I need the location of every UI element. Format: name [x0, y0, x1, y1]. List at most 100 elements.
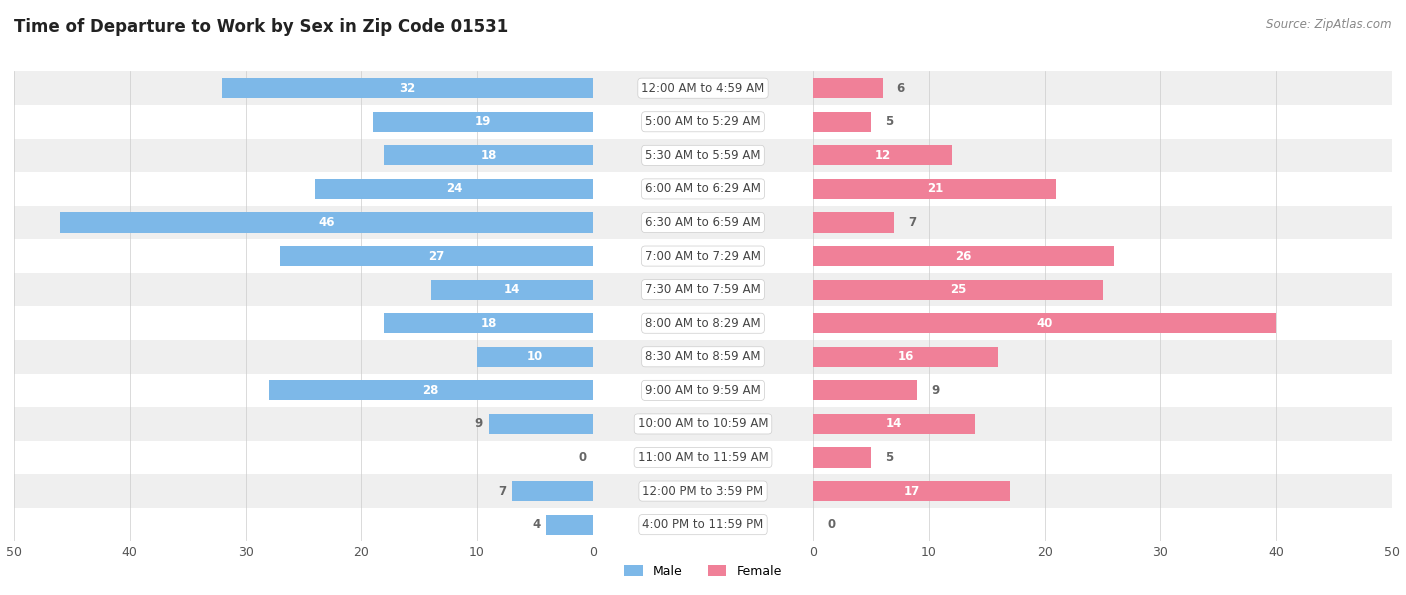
Text: 5: 5 [884, 451, 893, 464]
Text: 5:30 AM to 5:59 AM: 5:30 AM to 5:59 AM [645, 149, 761, 162]
Text: 12:00 AM to 4:59 AM: 12:00 AM to 4:59 AM [641, 82, 765, 95]
Bar [593, 407, 813, 441]
Bar [813, 246, 1114, 266]
Bar [813, 273, 1392, 306]
Text: 7: 7 [498, 484, 506, 497]
Text: 11:00 AM to 11:59 AM: 11:00 AM to 11:59 AM [638, 451, 768, 464]
Bar [813, 414, 976, 434]
Text: 24: 24 [446, 183, 463, 195]
Bar [813, 105, 1392, 139]
Bar [384, 313, 593, 333]
Text: 16: 16 [897, 350, 914, 364]
Bar [813, 374, 1392, 407]
Bar [593, 306, 813, 340]
Bar [593, 71, 813, 105]
Text: 9: 9 [931, 384, 939, 397]
Bar [813, 280, 1102, 300]
Bar [813, 139, 1392, 172]
Text: 18: 18 [481, 149, 496, 162]
Bar [14, 239, 593, 273]
Bar [813, 112, 872, 132]
Text: Time of Departure to Work by Sex in Zip Code 01531: Time of Departure to Work by Sex in Zip … [14, 18, 509, 36]
Text: 18: 18 [481, 317, 496, 330]
Bar [593, 441, 813, 474]
Text: 21: 21 [927, 183, 943, 195]
Bar [813, 179, 1056, 199]
Bar [813, 481, 1010, 501]
Bar [813, 239, 1392, 273]
Text: 32: 32 [399, 82, 416, 95]
Bar [14, 172, 593, 206]
Bar [813, 212, 894, 233]
Bar [512, 481, 593, 501]
Bar [14, 340, 593, 374]
Bar [14, 374, 593, 407]
Bar [813, 172, 1392, 206]
Bar [14, 508, 593, 541]
Bar [593, 273, 813, 306]
Text: 46: 46 [318, 216, 335, 229]
Text: 7: 7 [908, 216, 917, 229]
Text: 14: 14 [503, 283, 520, 296]
Bar [593, 206, 813, 239]
Bar [14, 474, 593, 508]
Bar [14, 105, 593, 139]
Text: 14: 14 [886, 418, 903, 430]
Bar [813, 474, 1392, 508]
Bar [373, 112, 593, 132]
Bar [813, 206, 1392, 239]
Text: 17: 17 [904, 484, 920, 497]
Text: 40: 40 [1036, 317, 1053, 330]
Text: 6: 6 [897, 82, 905, 95]
Bar [489, 414, 593, 434]
Bar [593, 105, 813, 139]
Bar [430, 280, 593, 300]
Text: 0: 0 [579, 451, 588, 464]
Bar [593, 172, 813, 206]
Bar [14, 306, 593, 340]
Bar [813, 71, 1392, 105]
Bar [813, 78, 883, 98]
Bar [14, 273, 593, 306]
Bar [14, 71, 593, 105]
Bar [593, 139, 813, 172]
Text: 4:00 PM to 11:59 PM: 4:00 PM to 11:59 PM [643, 518, 763, 531]
Bar [813, 347, 998, 367]
Bar [593, 239, 813, 273]
Bar [60, 212, 593, 233]
Text: 19: 19 [475, 115, 491, 129]
Text: 27: 27 [429, 249, 444, 262]
Text: 7:00 AM to 7:29 AM: 7:00 AM to 7:29 AM [645, 249, 761, 262]
Bar [813, 380, 917, 400]
Bar [593, 474, 813, 508]
Text: 10: 10 [527, 350, 543, 364]
Text: 7:30 AM to 7:59 AM: 7:30 AM to 7:59 AM [645, 283, 761, 296]
Bar [813, 340, 1392, 374]
Text: 0: 0 [827, 518, 835, 531]
Text: 25: 25 [949, 283, 966, 296]
Bar [14, 206, 593, 239]
Bar [14, 407, 593, 441]
Bar [222, 78, 593, 98]
Bar [813, 306, 1392, 340]
Text: 8:00 AM to 8:29 AM: 8:00 AM to 8:29 AM [645, 317, 761, 330]
Text: 8:30 AM to 8:59 AM: 8:30 AM to 8:59 AM [645, 350, 761, 364]
Bar [547, 515, 593, 535]
Text: 4: 4 [533, 518, 541, 531]
Text: 12: 12 [875, 149, 891, 162]
Bar [269, 380, 593, 400]
Bar [813, 407, 1392, 441]
Bar [593, 340, 813, 374]
Text: 6:30 AM to 6:59 AM: 6:30 AM to 6:59 AM [645, 216, 761, 229]
Bar [593, 508, 813, 541]
Bar [813, 441, 1392, 474]
Text: 28: 28 [423, 384, 439, 397]
Bar [280, 246, 593, 266]
Bar [813, 313, 1277, 333]
Text: 12:00 PM to 3:59 PM: 12:00 PM to 3:59 PM [643, 484, 763, 497]
Bar [813, 447, 872, 468]
Text: 5:00 AM to 5:29 AM: 5:00 AM to 5:29 AM [645, 115, 761, 129]
Text: 9: 9 [475, 418, 484, 430]
Text: 5: 5 [884, 115, 893, 129]
Text: 26: 26 [956, 249, 972, 262]
